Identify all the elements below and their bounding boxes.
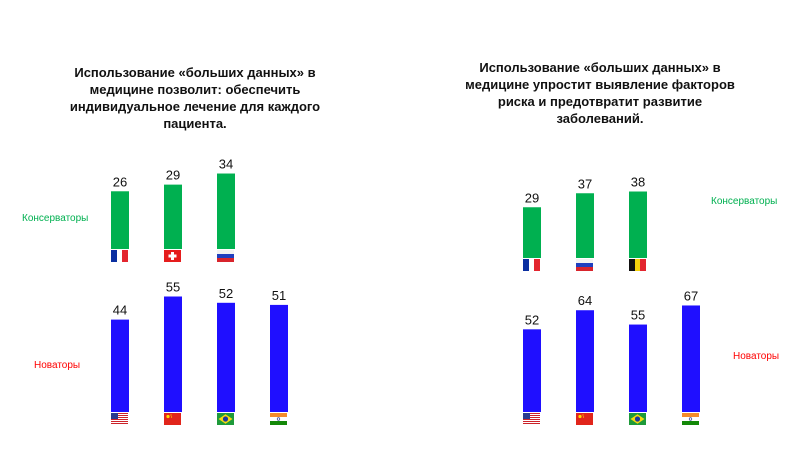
chart1-innovators-bar-3 [217,302,235,412]
right-chart-title: Использование «больших данных» в медицин… [465,60,735,126]
chart1-innovators-value-1: 44 [113,303,127,318]
chart1-conservators-bar-3 [217,173,235,249]
chart1-conservators-value-2: 29 [166,168,180,183]
chart1-innovators-value-2: 55 [166,280,180,295]
russia-flag-icon [576,259,593,271]
france-flag-icon [523,259,540,271]
switzerland-flag-icon [164,250,181,262]
chart2-conservators-value-1: 29 [525,190,539,205]
france-flag-icon [111,250,128,262]
chart2-conservators-bar-1 [523,207,541,258]
right-conservators-label: Консерваторы [711,196,778,207]
right-innovators-label: Новаторы [733,351,780,362]
chart2-innovators-value-3: 55 [631,308,645,323]
chart1-innovators-bar-1 [111,319,129,412]
brazil-flag-icon [217,413,234,425]
chart1-conservators-value-1: 26 [113,174,127,189]
india-flag-icon [682,413,699,425]
usa-flag-icon [523,413,540,425]
chart2-innovators-bar-3 [629,324,647,412]
chart1-innovators-value-3: 52 [219,286,233,301]
usa-flag-icon [111,413,128,425]
chart2-conservators-value-2: 37 [578,176,592,191]
left-chart-title: Использование «больших данных» в медицин… [69,65,321,131]
chart1-innovators-value-4: 51 [272,288,286,303]
chart2-innovators-bar-4 [682,305,700,412]
left-conservators-label: Консерваторы [22,213,89,224]
chart1-innovators-bar-4 [270,304,288,412]
chart2-innovators-bar-2 [576,310,594,412]
chart2-innovators-value-4: 67 [684,288,698,303]
chart1-conservators-bar-2 [164,184,182,249]
chart2-conservators-bar-2 [576,193,594,258]
chart2-innovators-bar-1 [523,329,541,412]
chart1-innovators-bar-2 [164,296,182,412]
belgium-flag-icon [629,259,646,271]
chart2-conservators-value-3: 38 [631,175,645,190]
chart2-innovators-value-1: 52 [525,312,539,327]
chart1-conservators-value-3: 34 [219,157,233,172]
india-flag-icon [270,413,287,425]
brazil-flag-icon [629,413,646,425]
chart2-conservators-bar-3 [629,191,647,258]
china-flag-icon [576,413,593,425]
chart2-innovators-value-2: 64 [578,293,592,308]
left-innovators-label: Новаторы [34,360,81,371]
russia-flag-icon [217,250,234,262]
china-flag-icon [164,413,181,425]
chart1-conservators-bar-1 [111,191,129,249]
